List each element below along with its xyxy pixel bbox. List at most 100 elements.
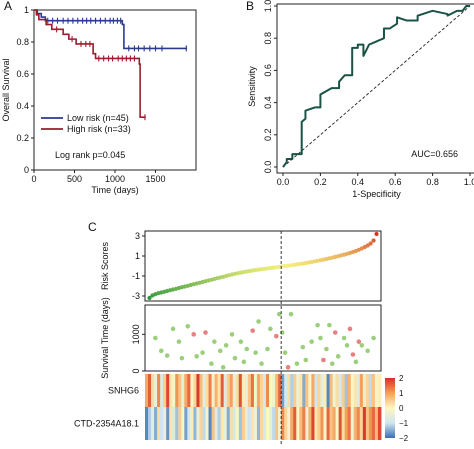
heatmap-cell [341,374,346,407]
plot-frame [276,3,474,174]
heatmap-cell [187,407,191,440]
heatmap-cell [308,374,312,407]
heatmap-cell [205,374,209,407]
heatmap-cell [208,374,212,407]
reference-diagonal [282,5,471,168]
heatmap-row-label: CTD-2354A18.1 [74,419,139,429]
alive-point [170,326,176,332]
alive-point [164,353,170,358]
auc-annotation: AUC=0.656 [411,149,458,159]
heatmap-cell [350,374,355,407]
heatmap-cell [281,407,285,440]
alive-point [276,311,282,317]
heatmap-cell [241,374,246,407]
y-tick-label: 0.6 [16,69,29,79]
heatmap-cell [353,407,358,440]
alive-point [327,322,332,328]
heatmap-cell [356,407,361,440]
heatmap-cell [202,407,206,440]
dead-point [356,339,362,344]
heatmap-cell [275,407,279,440]
x-tick-label: 1.0 [464,177,474,187]
dead-point [350,352,356,357]
heatmap-cell [247,407,252,440]
color-legend-bar [385,378,395,438]
heatmap-cell [184,374,188,407]
y-axis-title: Overall Survival [1,58,11,121]
y-axis-title: Sensitivity [247,66,257,107]
alive-point [153,335,158,341]
heatmap-cell [287,374,291,407]
heatmap-cell [359,407,364,440]
heatmap-cell [305,407,309,440]
legend-label: High risk (n=33) [67,124,131,134]
x-tick-label: 1500 [145,174,165,184]
heatmap-cell [220,374,225,407]
alive-point [294,361,300,366]
heatmap-cell [253,407,258,440]
heatmap-cell [172,407,176,440]
alive-point [185,323,191,329]
alive-point [229,332,235,337]
y-tick-label: 1000 [131,324,141,344]
heatmap-cell [332,407,337,440]
heatmap-cell [154,407,158,440]
risk-point [147,295,152,301]
y-tick-label: 0 [24,165,29,175]
alive-point [359,343,365,348]
heatmap-cell [232,374,237,407]
heatmap-cell [347,374,352,407]
heatmap-cell [356,374,361,407]
heatmap-cell [172,374,176,407]
dead-point [332,330,338,335]
y-axis-title: Risk Scores [100,241,110,290]
heatmap-cell [145,374,149,407]
heatmap-cell [344,374,349,407]
heatmap-cell [335,407,340,440]
heatmap-cell [214,407,219,440]
heatmap-cell [211,407,215,440]
risk-plot-frame [144,230,382,302]
heatmap-cell [311,407,315,440]
heatmap-cell [299,407,303,440]
heatmap-cell [338,407,343,440]
heatmap-cell [365,407,370,440]
y-tick-label: 0.0 [263,161,273,174]
dead-point [203,330,208,335]
dead-point [191,332,197,337]
heatmap-cell [326,374,330,407]
alive-point [341,335,347,341]
alive-point [256,319,261,324]
color-legend-tick-label: 2 [399,374,404,383]
heatmap-cell [272,374,276,407]
heatmap-cell [178,407,182,440]
alive-point [220,365,226,370]
x-tick-label: 0.8 [426,177,439,187]
heatmap-cell [199,374,203,407]
x-tick-label: 0.6 [389,177,402,187]
heatmap-cell [269,407,273,440]
heatmap-cell [335,374,340,407]
heatmap-cell [178,374,182,407]
heatmap-cell [190,407,194,440]
heatmap-cell [220,407,225,440]
alive-point [268,326,273,332]
heatmap-cell [329,407,333,440]
y-tick-label: 0.4 [16,101,29,111]
x-axis-title: Time (days) [91,185,138,195]
heatmap-cell [305,374,309,407]
heatmap-cell [341,407,346,440]
y-tick-label: 0.2 [16,133,29,143]
x-tick-label: 1000 [105,174,125,184]
heatmap-cell [238,374,243,407]
heatmap-cell [169,374,173,407]
alive-point [238,339,244,344]
heatmap-cell [250,374,255,407]
heatmap-cell [205,407,209,440]
heatmap-cell [353,374,358,407]
heatmap-cell [229,374,234,407]
alive-point [344,343,350,348]
heatmap-cell [247,374,252,407]
alive-point [200,350,205,355]
heatmap-row-label: SNHG6 [108,386,139,396]
